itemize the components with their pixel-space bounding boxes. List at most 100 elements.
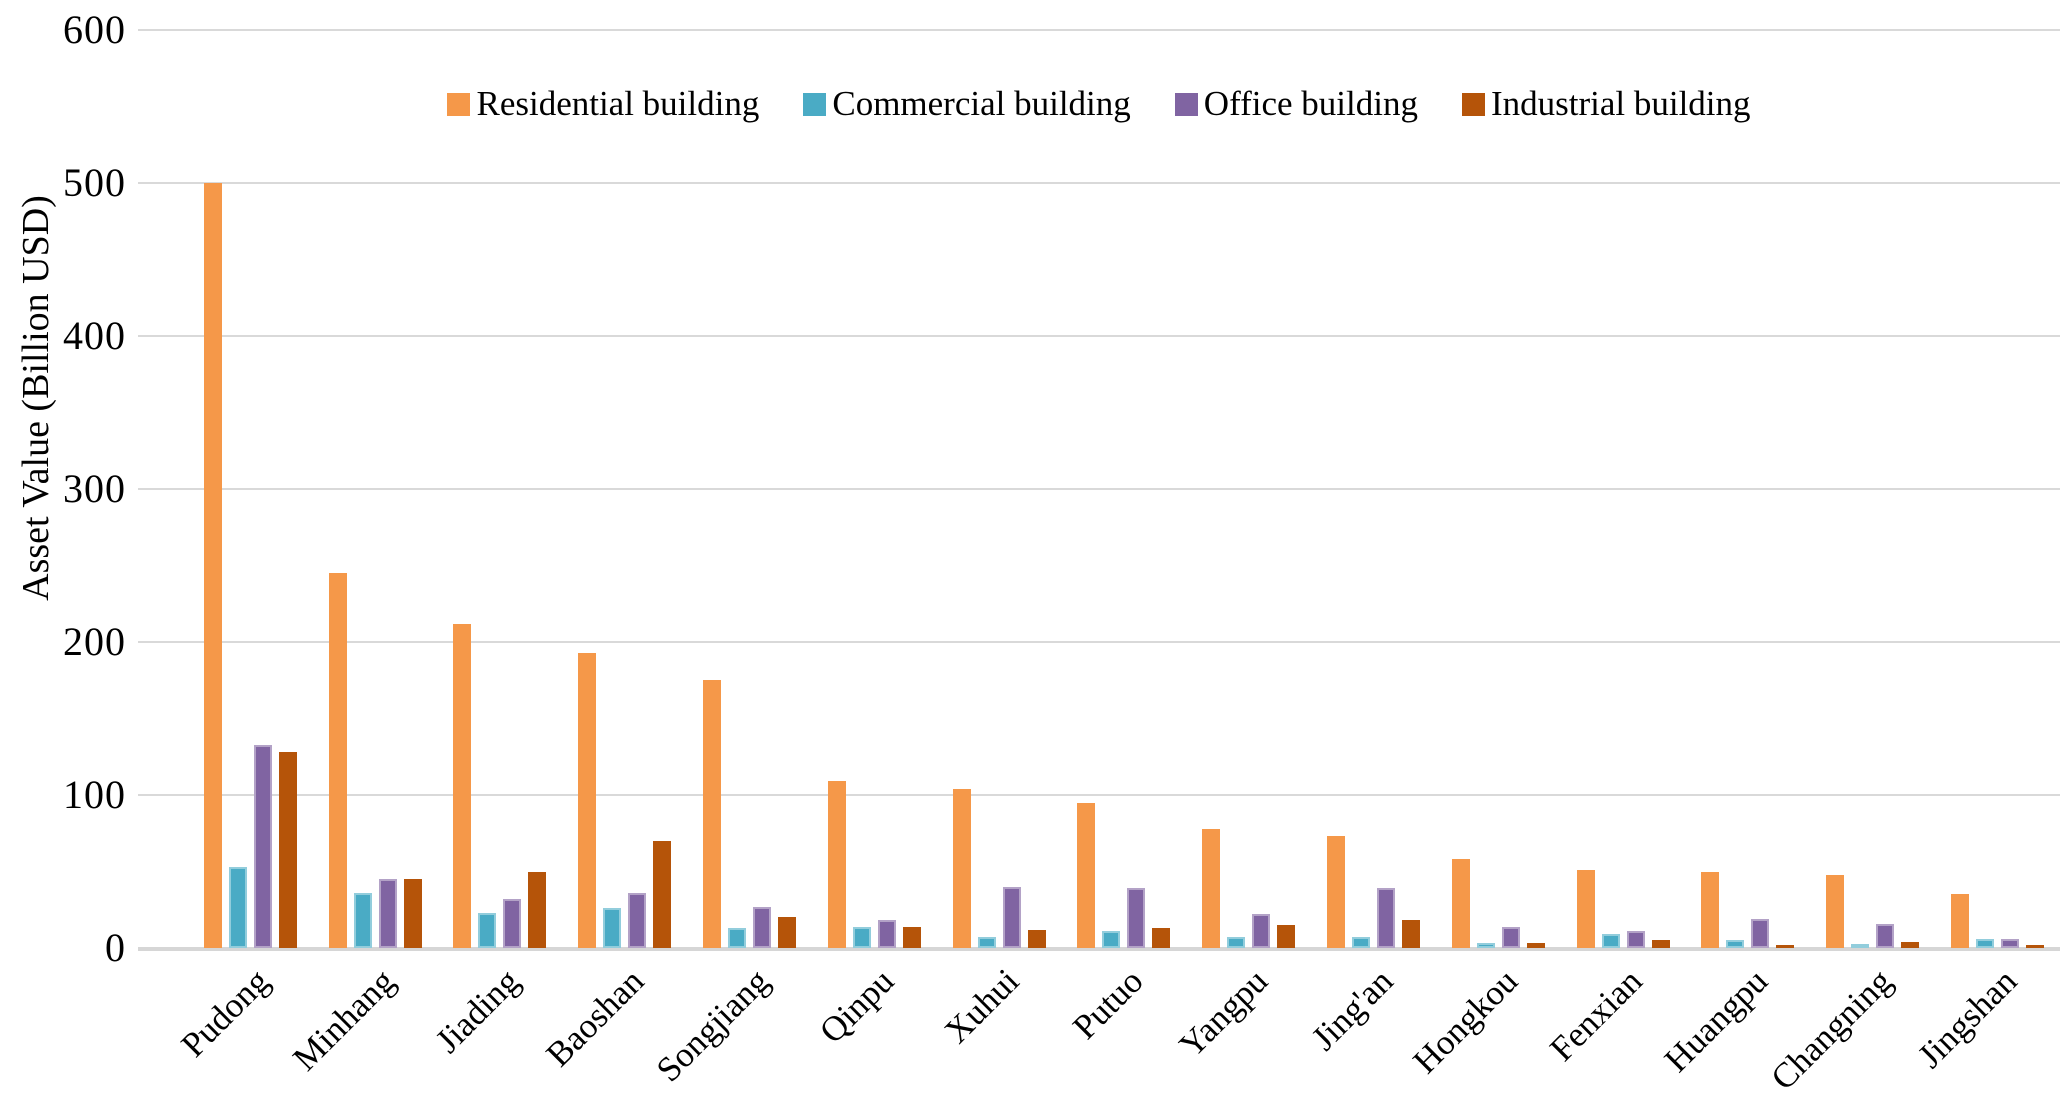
legend-item-commercial-building: Commercial building — [803, 84, 1131, 124]
bar-commercial-building-huangpu — [1726, 940, 1745, 948]
legend-label-industrial-building: Industrial building — [1490, 84, 1751, 123]
bar-industrial-building-huangpu — [1776, 944, 1795, 948]
bar-group-xuhui — [937, 30, 1062, 948]
bar-commercial-building-minhang — [353, 892, 372, 948]
bar-industrial-building-jiading — [528, 871, 547, 948]
x-axis-category-labels: Pudong Minhang Jiading Baoshan Songjiang Qinp… — [138, 956, 2060, 1112]
x-label-cell-hongkou: Hongkou — [1406, 956, 1561, 1112]
y-tick-label-600: 600 — [63, 7, 126, 52]
y-tick-label-400: 400 — [63, 313, 126, 358]
bar-commercial-building-jingshan — [1976, 938, 1995, 948]
bar-commercial-building-hongkou — [1476, 943, 1495, 948]
x-label-xuhui: Xuhui — [936, 961, 1027, 1051]
bar-commercial-building-xuhui — [977, 937, 996, 948]
bar-industrial-building-jingshan — [2026, 944, 2045, 948]
y-tick-label-200: 200 — [63, 619, 126, 664]
bar-group-baoshan — [562, 30, 687, 948]
bar-residential-building-huangpu — [1701, 871, 1720, 948]
bar-commercial-building-baoshan — [603, 908, 622, 948]
bar-commercial-building-pudong — [228, 866, 247, 948]
bar-group-huangpu — [1686, 30, 1811, 948]
legend-swatch-icon-commercial-building — [803, 92, 827, 116]
bar-commercial-building-jing-an — [1352, 937, 1371, 948]
bar-commercial-building-changning — [1851, 944, 1870, 948]
legend-swatch-icon-residential-building — [447, 92, 471, 116]
x-label-cell-baoshan: Baoshan — [539, 956, 687, 1112]
gridline-400 — [138, 335, 2060, 337]
x-label-jiading: Jiading — [427, 961, 527, 1061]
legend-label-office-building: Office building — [1203, 84, 1418, 123]
bar-industrial-building-songjiang — [778, 917, 797, 948]
bar-residential-building-fenxian — [1576, 869, 1595, 948]
bar-industrial-building-baoshan — [653, 840, 672, 948]
x-label-putuo: Putuo — [1065, 961, 1151, 1047]
gridline-500 — [138, 182, 2060, 184]
x-label-jing-an: Jing'an — [1303, 961, 1401, 1058]
bar-industrial-building-jing-an — [1402, 920, 1421, 948]
y-tick-label-100: 100 — [63, 772, 126, 817]
x-label-cell-jiading: Jiading — [428, 956, 563, 1112]
bar-office-building-putuo — [1127, 888, 1146, 948]
bar-commercial-building-yangpu — [1227, 937, 1246, 948]
chart-legend: Residential building Commercial building O… — [138, 80, 2060, 128]
bar-group-fenxian — [1561, 30, 1686, 948]
gridline-300 — [138, 488, 2060, 490]
x-label-cell-jing-an: Jing'an — [1304, 956, 1436, 1112]
y-tick-label-0: 0 — [105, 925, 126, 970]
gridline-600 — [138, 29, 2060, 31]
plot-area — [138, 29, 2060, 951]
bar-group-qinpu — [812, 30, 937, 948]
legend-label-commercial-building: Commercial building — [832, 84, 1131, 123]
x-label-yangpu: Yangpu — [1172, 961, 1276, 1065]
bar-group-minhang — [313, 30, 438, 948]
bar-residential-building-jiading — [453, 623, 472, 948]
bar-residential-building-xuhui — [952, 788, 971, 948]
bar-group-jingshan — [1935, 30, 2060, 948]
bar-office-building-minhang — [378, 879, 397, 948]
bar-commercial-building-fenxian — [1601, 934, 1620, 948]
legend-swatch-icon-industrial-building — [1461, 92, 1485, 116]
x-label-cell-pudong: Pudong — [174, 956, 313, 1112]
x-label-cell-xuhui: Xuhui — [937, 956, 1062, 1112]
bar-commercial-building-jiading — [478, 912, 497, 948]
legend-item-residential-building: Residential building — [447, 84, 759, 124]
x-label-cell-minhang: Minhang — [285, 956, 438, 1112]
x-label-cell-songjiang: Songjiang — [649, 956, 812, 1112]
bar-commercial-building-putuo — [1102, 931, 1121, 948]
bar-industrial-building-fenxian — [1651, 940, 1670, 948]
gridline-100 — [138, 794, 2060, 796]
bar-office-building-songjiang — [753, 906, 772, 948]
bar-residential-building-songjiang — [703, 680, 722, 948]
bar-residential-building-putuo — [1077, 802, 1096, 948]
gridline-200 — [138, 641, 2060, 643]
bar-residential-building-jing-an — [1327, 836, 1346, 948]
bar-office-building-pudong — [253, 744, 272, 948]
y-tick-label-300: 300 — [63, 466, 126, 511]
x-label-cell-fenxian: Fenxian — [1543, 956, 1686, 1112]
y-tick-label-500: 500 — [63, 160, 126, 205]
bar-group-songjiang — [687, 30, 812, 948]
bar-group-hongkou — [1436, 30, 1561, 948]
bar-industrial-building-putuo — [1152, 928, 1171, 948]
bar-group-jiading — [438, 30, 563, 948]
bar-industrial-building-minhang — [403, 879, 422, 948]
y-axis-tick-labels: 0 100 200 300 400 500 600 — [0, 0, 126, 1112]
x-label-cell-changning: Changning — [1763, 956, 1935, 1112]
bar-office-building-baoshan — [628, 892, 647, 948]
bar-office-building-jing-an — [1377, 888, 1396, 948]
bar-office-building-hongkou — [1501, 926, 1520, 948]
legend-item-industrial-building: Industrial building — [1461, 84, 1751, 124]
bar-commercial-building-songjiang — [728, 928, 747, 948]
x-label-cell-yangpu: Yangpu — [1172, 956, 1311, 1112]
bar-office-building-jingshan — [2001, 938, 2020, 948]
bar-industrial-building-changning — [1901, 941, 1920, 948]
bar-residential-building-pudong — [203, 183, 222, 948]
x-label-cell-putuo: Putuo — [1062, 956, 1187, 1112]
bar-residential-building-jingshan — [1951, 894, 1970, 948]
legend-item-office-building: Office building — [1174, 84, 1418, 124]
bar-office-building-huangpu — [1751, 918, 1770, 948]
bar-residential-building-qinpu — [827, 781, 846, 948]
bar-industrial-building-pudong — [278, 752, 297, 948]
x-label-cell-qinpu: Qinpu — [812, 956, 937, 1112]
bar-office-building-changning — [1876, 923, 1895, 948]
